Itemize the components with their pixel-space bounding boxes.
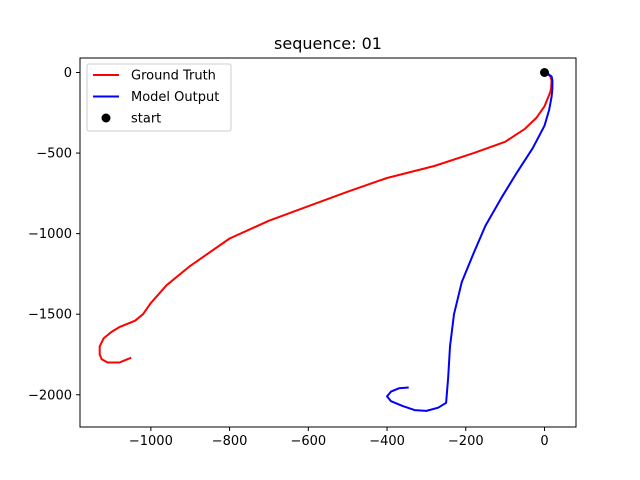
axes: −1000 −800 −600 −400 −200 00−500−1000−1500−20… [28,57,577,449]
y-tick-label: 0 [64,66,72,81]
chart-title: sequence: 01 [274,34,382,53]
x-tick-label: −600 [290,434,326,449]
legend-label: Model Output [131,90,219,105]
legend-box [86,63,232,132]
x-tick-label: −800 [212,434,248,449]
x-tick-label: 0 [540,434,548,449]
legend: Ground Truth Model Output start [86,63,232,132]
legend-swatch-start [101,113,111,123]
x-tick-label: −400 [369,434,405,449]
axes-frame [79,57,577,428]
start-point [540,68,550,78]
legend-label: start [131,112,161,127]
y-tick-label: −1000 [28,227,72,242]
y-tick-label: −2000 [28,388,72,403]
x-tick-label: −1000 [129,434,173,449]
x-tick-label: −200 [448,434,484,449]
series-line-0 [98,71,553,364]
series-line-1 [386,71,554,412]
y-tick-label: −1500 [28,308,72,323]
plot-area [98,68,554,412]
legend-label: Ground Truth [131,69,216,84]
y-tick-label: −500 [36,147,72,162]
